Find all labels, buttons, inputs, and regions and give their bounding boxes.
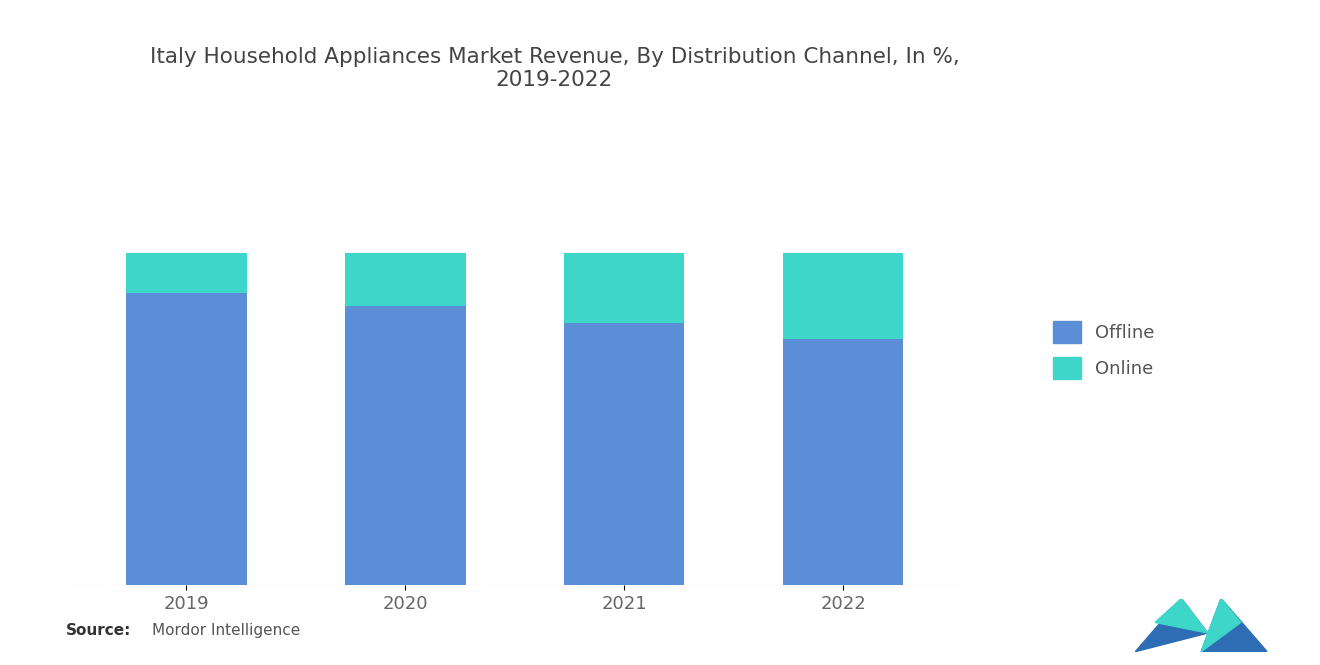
Polygon shape — [1135, 598, 1208, 652]
Bar — [564, 253, 685, 323]
Text: Italy Household Appliances Market Revenue, By Distribution Channel, In %,
2019-2: Italy Household Appliances Market Revenu… — [149, 47, 960, 90]
Text: Source:: Source: — [66, 623, 132, 638]
Text: Mordor Intelligence: Mordor Intelligence — [152, 623, 300, 638]
Polygon shape — [1155, 598, 1208, 633]
Bar — [345, 306, 466, 585]
Bar — [783, 253, 903, 339]
Bar — [127, 253, 247, 293]
Polygon shape — [1201, 598, 1241, 652]
Bar — [127, 293, 247, 585]
Polygon shape — [1201, 598, 1267, 652]
Legend: Offline, Online: Offline, Online — [1044, 312, 1163, 388]
Bar — [564, 323, 685, 585]
Bar — [345, 253, 466, 306]
Bar — [783, 339, 903, 585]
